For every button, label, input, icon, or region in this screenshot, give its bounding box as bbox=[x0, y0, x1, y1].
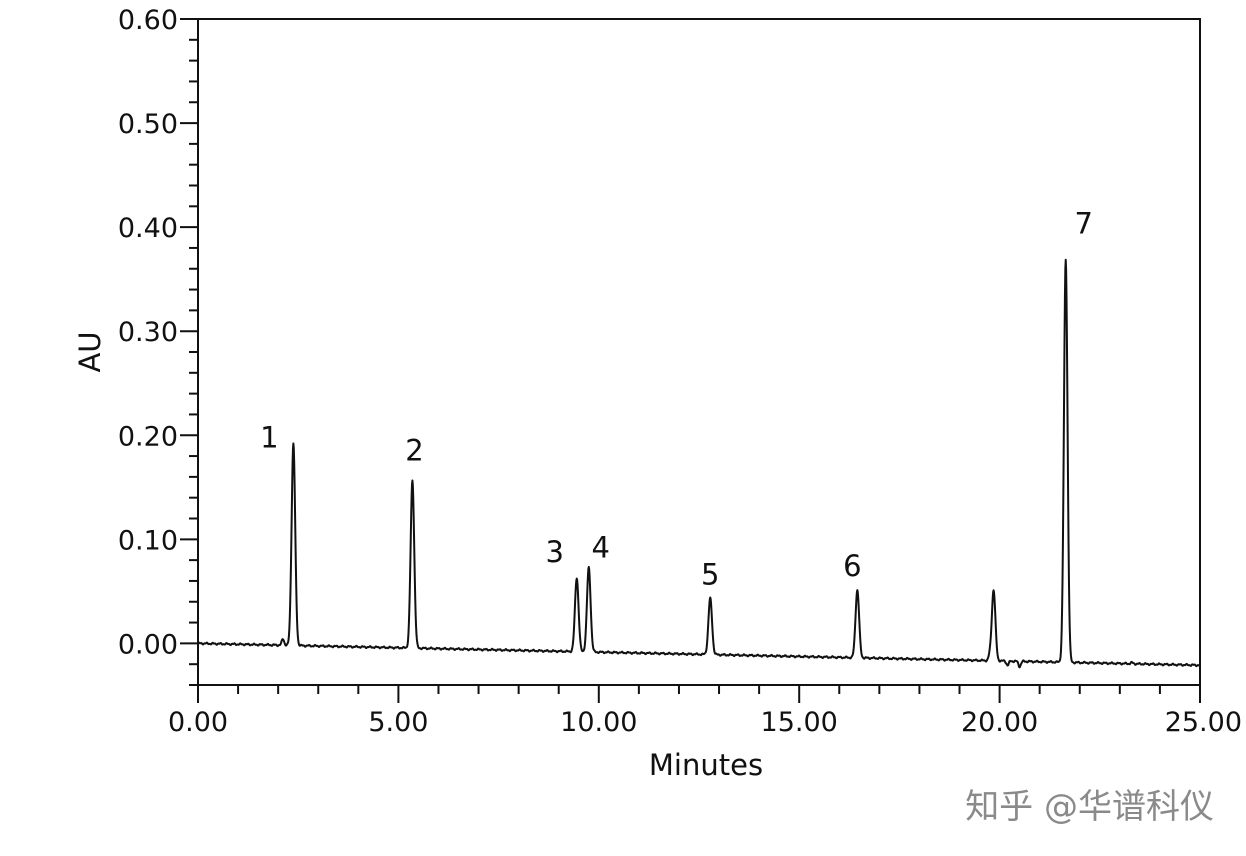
y-tick-label: 0.40 bbox=[118, 213, 178, 244]
peak-label: 5 bbox=[701, 557, 719, 591]
chromatogram-trace bbox=[197, 258, 1201, 669]
x-tick-label: 25.00 bbox=[1165, 707, 1242, 738]
peak-label: 2 bbox=[405, 434, 423, 468]
x-tick-label: 5.00 bbox=[368, 707, 428, 738]
peak-label: 4 bbox=[592, 531, 610, 565]
y-tick-label: 0.50 bbox=[118, 109, 178, 140]
plot-frame bbox=[197, 18, 1201, 686]
x-tick-label: 20.00 bbox=[961, 707, 1038, 738]
peak-label: 3 bbox=[546, 535, 564, 569]
y-tick-label: 0.60 bbox=[118, 5, 178, 36]
x-tick-label: 15.00 bbox=[761, 707, 838, 738]
watermark-text: 知乎 @华谱科仪 bbox=[965, 787, 1214, 827]
y-tick-label: 0.20 bbox=[118, 421, 178, 452]
y-tick-label: 0.00 bbox=[118, 629, 178, 660]
y-tick-label: 0.30 bbox=[118, 317, 178, 348]
y-axis: 0.00 0.10 0.20 0.30 0.40 0.50 0.60 bbox=[118, 5, 198, 686]
x-axis: 0.00 5.00 10.00 15.00 20.00 25.00 bbox=[168, 685, 1242, 738]
y-axis-title: AU bbox=[73, 331, 107, 372]
y-tick-label: 0.10 bbox=[118, 525, 178, 556]
peak-label: 7 bbox=[1075, 207, 1093, 241]
peak-label: 6 bbox=[843, 549, 861, 583]
x-tick-label: 10.00 bbox=[560, 707, 637, 738]
x-tick-label: 0.00 bbox=[168, 707, 228, 738]
peak-label: 1 bbox=[260, 421, 278, 455]
peak-labels: 1 2 3 4 5 6 7 bbox=[260, 207, 1093, 592]
x-axis-title: Minutes bbox=[649, 748, 763, 782]
